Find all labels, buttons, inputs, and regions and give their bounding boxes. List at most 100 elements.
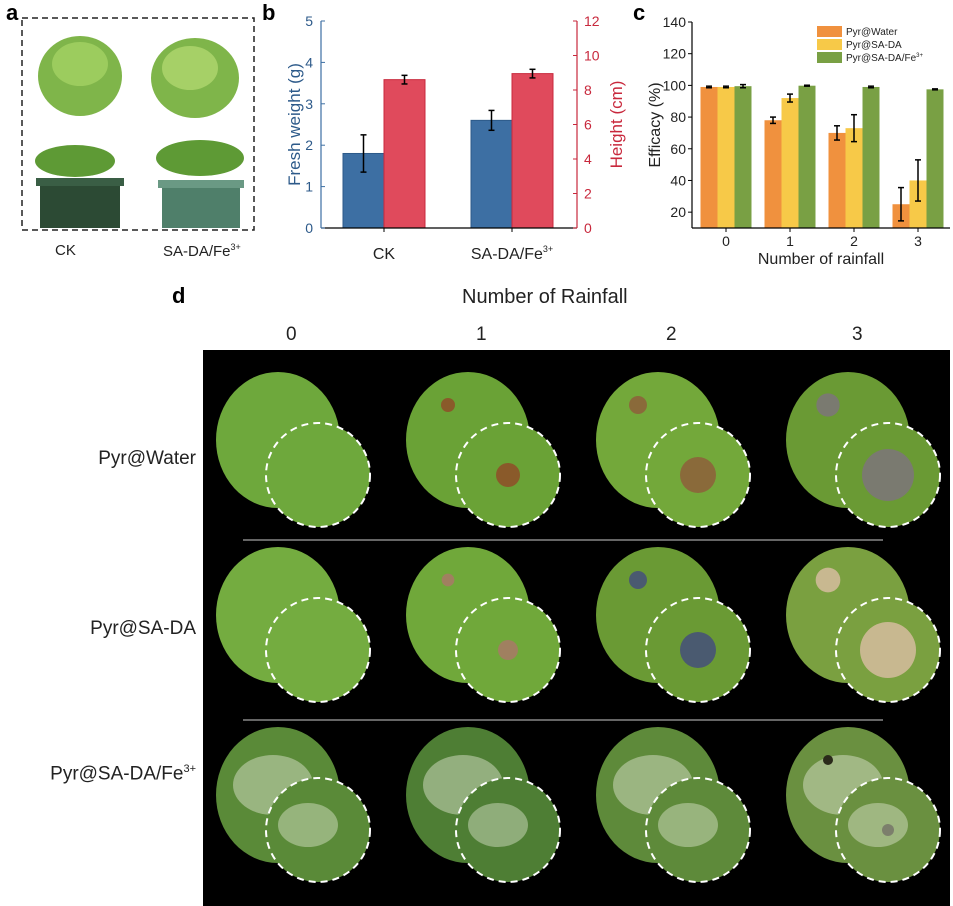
magnified-inset xyxy=(265,777,371,883)
magnified-spot xyxy=(498,640,518,660)
leaf-photo xyxy=(786,547,941,703)
y-axis-label: Efficacy (%) xyxy=(647,82,664,167)
leaf-photo xyxy=(786,372,941,528)
row-label-text: Pyr@SA-DA/Fe xyxy=(50,763,184,785)
magnified-inset xyxy=(455,777,561,883)
row-label-sup: 3+ xyxy=(183,763,196,775)
plant-sa-da-fe xyxy=(151,38,244,228)
magnified-residue xyxy=(468,803,528,847)
leaf-photo xyxy=(406,547,561,703)
bar xyxy=(862,86,880,228)
disease-spot xyxy=(823,755,833,765)
x-axis-label: Number of rainfall xyxy=(758,251,884,268)
column-label: 0 xyxy=(286,324,297,345)
y-tick-label: 2 xyxy=(305,137,313,153)
legend-sup: 3+ xyxy=(916,53,923,59)
magnified-spot xyxy=(860,622,916,678)
leaf-photo xyxy=(406,372,561,528)
row-label: Pyr@SA-DA/Fe3+ xyxy=(50,763,196,785)
legend-label: Pyr@SA-DA/Fe3+ xyxy=(846,53,924,64)
y2-axis-label: Height (cm) xyxy=(607,81,626,169)
bar xyxy=(798,85,816,228)
panel-label-b: b xyxy=(262,0,276,25)
bar xyxy=(383,79,426,229)
bar xyxy=(845,128,863,228)
leaf-photo xyxy=(596,547,751,703)
y-axis-label: Fresh weight (g) xyxy=(285,63,304,186)
x-tick-label: CK xyxy=(373,246,396,263)
row-label: Pyr@Water xyxy=(98,448,196,470)
magnified-inset xyxy=(265,422,371,528)
bar xyxy=(717,86,735,228)
disease-spot xyxy=(441,573,455,587)
leaf-photo xyxy=(596,727,751,883)
panel-label-c: c xyxy=(633,0,646,25)
panel-label-a: a xyxy=(6,0,19,25)
y-tick-label: 4 xyxy=(305,54,313,70)
magnified-spot xyxy=(862,449,914,501)
legend-label: Pyr@SA-DA xyxy=(846,40,902,51)
panel-d-title: Number of Rainfall xyxy=(462,286,628,308)
plant-photos xyxy=(21,17,255,231)
magnified-residue xyxy=(278,803,338,847)
y2-tick-label: 2 xyxy=(584,186,592,202)
legend-swatch xyxy=(817,26,842,37)
bar xyxy=(781,98,799,228)
leaf-photo xyxy=(216,727,371,883)
legend-swatch xyxy=(817,39,842,50)
disease-spot xyxy=(816,393,840,417)
bar xyxy=(511,73,554,229)
bar xyxy=(700,86,718,228)
column-label: 1 xyxy=(476,324,487,345)
legend-label: Pyr@Water xyxy=(846,27,898,38)
magnified-spot xyxy=(882,824,894,836)
y-tick-label: 80 xyxy=(670,109,686,125)
x-tick-label: 0 xyxy=(722,233,730,249)
magnified-residue xyxy=(658,803,718,847)
x-tick-sup: 3+ xyxy=(543,244,553,254)
magnified-spot xyxy=(496,463,520,487)
x-tick-label: 2 xyxy=(850,233,858,249)
panel-label-d: d xyxy=(172,283,186,308)
leaf-photo xyxy=(216,372,371,528)
bar xyxy=(909,180,927,228)
y-tick-label: 100 xyxy=(663,77,687,93)
magnified-residue xyxy=(848,803,908,847)
bar xyxy=(828,132,846,228)
y-tick-label: 140 xyxy=(663,14,687,30)
row-label-text: Pyr@Water xyxy=(98,448,196,469)
y2-tick-label: 12 xyxy=(584,13,600,29)
magnified-spot xyxy=(680,632,716,668)
label-text: CK xyxy=(55,242,76,259)
plant-label-ck: CK xyxy=(55,242,76,259)
label-sup: 3+ xyxy=(230,242,241,252)
y2-tick-label: 8 xyxy=(584,82,592,98)
y2-tick-label: 10 xyxy=(584,48,600,64)
y2-tick-label: 4 xyxy=(584,151,592,167)
y-tick-label: 1 xyxy=(305,179,313,195)
x-tick-label: SA-DA/Fe3+ xyxy=(471,244,553,263)
plant-label-sa-da-fe: SA-DA/Fe3+ xyxy=(163,242,241,260)
bar xyxy=(734,86,752,228)
y2-tick-label: 6 xyxy=(584,117,592,133)
y2-tick-label: 0 xyxy=(584,220,592,236)
legend-swatch xyxy=(817,52,842,63)
y-tick-label: 3 xyxy=(305,96,313,112)
column-label: 3 xyxy=(852,324,863,345)
magnified-inset xyxy=(265,597,371,703)
leaf-photo xyxy=(406,727,561,883)
y-tick-label: 120 xyxy=(663,46,687,62)
disease-spot xyxy=(441,398,455,412)
bar xyxy=(926,89,944,228)
disease-spot xyxy=(629,571,647,589)
row-label-text: Pyr@SA-DA xyxy=(90,618,196,639)
leaf-photo xyxy=(596,372,751,528)
column-label: 2 xyxy=(666,324,677,345)
label-text: SA-DA/Fe xyxy=(163,243,231,260)
chart-c: Pyr@WaterPyr@SA-DAPyr@SA-DA/Fe3+20406080… xyxy=(647,14,950,268)
disease-spot xyxy=(815,567,841,593)
y-tick-label: 20 xyxy=(670,204,686,220)
y-tick-label: 60 xyxy=(670,141,686,157)
